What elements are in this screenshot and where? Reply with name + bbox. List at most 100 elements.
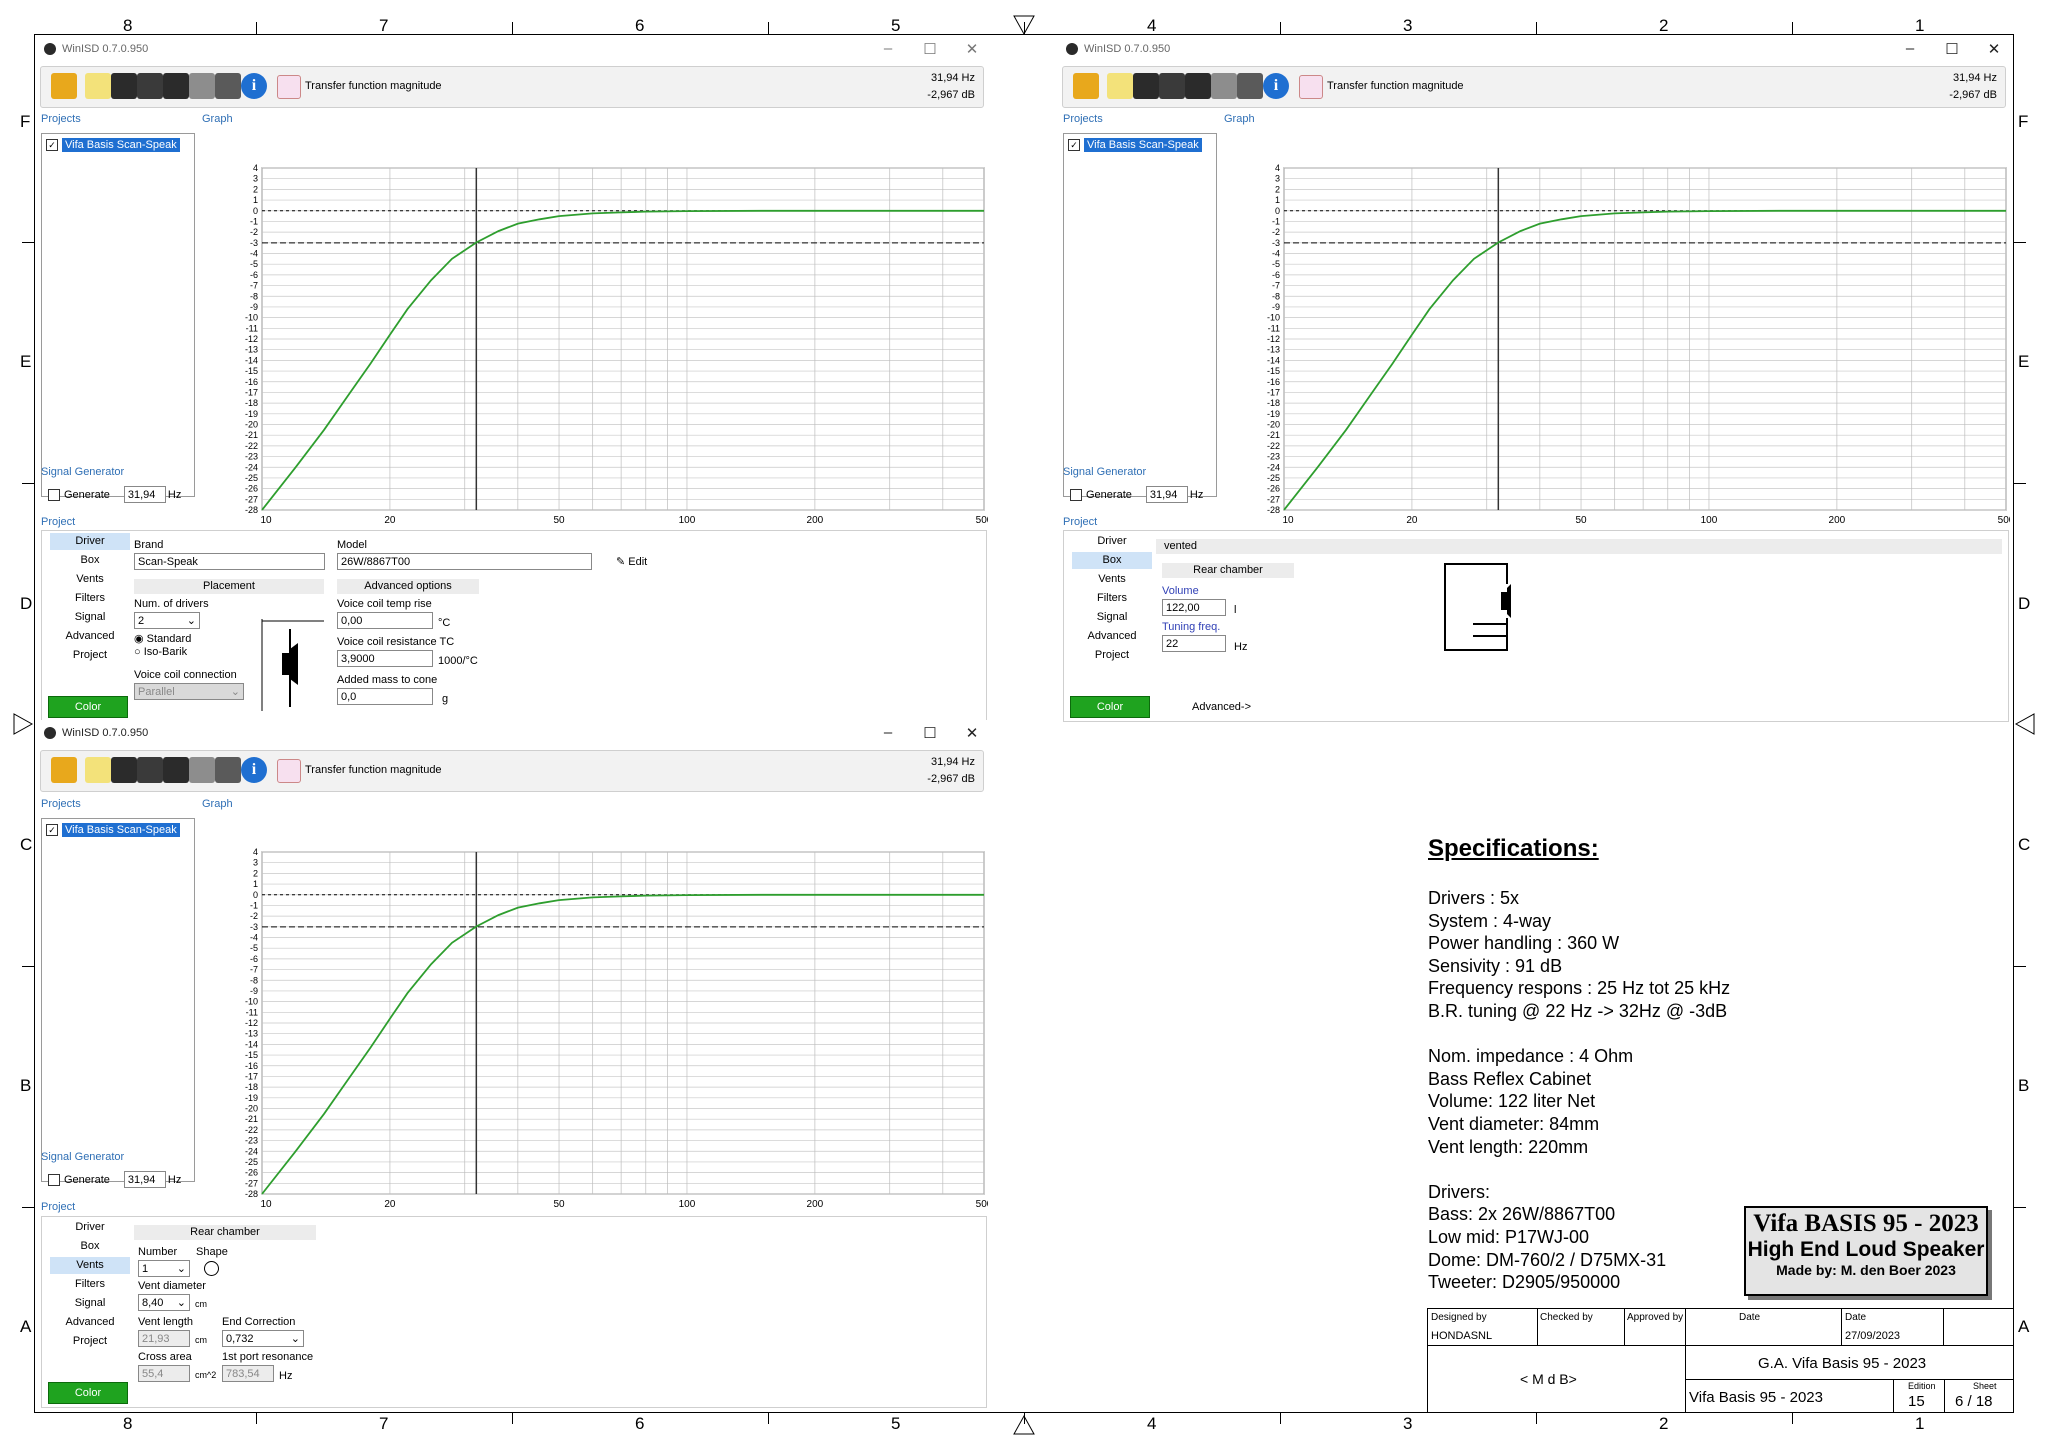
nav-vents[interactable]: Vents <box>76 573 104 585</box>
volume-input[interactable]: 122,00 <box>1162 599 1226 616</box>
nav-signal[interactable]: Signal <box>1096 611 1128 623</box>
project-checkbox[interactable]: ✓ <box>46 139 58 151</box>
save-all-icon[interactable] <box>163 757 189 783</box>
minimize-icon[interactable]: – <box>883 724 893 741</box>
generate-checkbox[interactable] <box>48 488 60 501</box>
save-icon[interactable] <box>111 73 137 99</box>
save-all-icon[interactable] <box>163 73 189 99</box>
open-folder-icon[interactable] <box>1073 73 1099 99</box>
graph-type-label[interactable]: Transfer function magnitude <box>305 764 442 776</box>
project-checkbox[interactable]: ✓ <box>46 824 58 836</box>
brand-input[interactable]: Scan-Speak <box>134 553 325 570</box>
nav-driver[interactable]: Driver <box>50 533 130 550</box>
graph-type-icon[interactable] <box>277 75 301 99</box>
y-tick-label: -17 <box>245 387 258 397</box>
close-icon[interactable]: ✕ <box>965 725 979 742</box>
number-select[interactable]: 1 ⌄ <box>138 1260 190 1277</box>
maximize-icon[interactable]: ☐ <box>1945 41 1959 58</box>
color-button[interactable]: Color <box>48 696 128 718</box>
tools-icon[interactable] <box>1237 73 1263 99</box>
close-icon[interactable]: ✕ <box>1987 41 2001 58</box>
isobarik-radio[interactable]: ○ Iso-Barik <box>134 646 187 658</box>
nav-project[interactable]: Project <box>72 1335 108 1347</box>
nav-signal[interactable]: Signal <box>74 611 106 623</box>
transfer-function-graph[interactable]: 43210-1-2-3-4-5-6-7-8-9-10-11-12-13-14-1… <box>1218 130 2010 550</box>
maximize-icon[interactable]: ☐ <box>923 41 937 58</box>
y-tick-label: -12 <box>245 1018 258 1028</box>
zone-number-bottom: 8 <box>123 1414 133 1433</box>
tools-icon[interactable] <box>215 73 241 99</box>
maximize-icon[interactable]: ☐ <box>923 725 937 742</box>
added-mass-input[interactable]: 0,0 <box>337 688 433 705</box>
nav-project[interactable]: Project <box>72 649 108 661</box>
nav-advanced[interactable]: Advanced <box>1087 630 1137 642</box>
nav-signal[interactable]: Signal <box>74 1297 106 1309</box>
save-all-icon[interactable] <box>1185 73 1211 99</box>
transfer-function-graph[interactable]: 43210-1-2-3-4-5-6-7-8-9-10-11-12-13-14-1… <box>196 814 988 1234</box>
driver-icon[interactable] <box>1211 73 1237 99</box>
minimize-icon[interactable]: – <box>883 40 893 57</box>
new-file-icon[interactable] <box>85 757 111 783</box>
nav-filters[interactable]: Filters <box>75 592 105 604</box>
driver-icon[interactable] <box>189 73 215 99</box>
nav-filters[interactable]: Filters <box>75 1278 105 1290</box>
project-item[interactable]: ✓ Vifa Basis Scan-Speak <box>1068 138 1202 152</box>
edit-button[interactable]: ✎ Edit <box>616 555 647 568</box>
project-checkbox[interactable]: ✓ <box>1068 139 1080 151</box>
open-folder-icon[interactable] <box>51 757 77 783</box>
color-button[interactable]: Color <box>48 1382 128 1404</box>
x-tick-label: 20 <box>384 1199 396 1210</box>
tuning-input[interactable]: 22 <box>1162 635 1226 652</box>
y-tick-label: -16 <box>245 377 258 387</box>
round-shape-icon[interactable] <box>204 1261 219 1276</box>
nav-driver[interactable]: Driver <box>75 1221 105 1233</box>
vc-temp-input[interactable]: 0,00 <box>337 612 433 629</box>
nav-box[interactable]: Box <box>80 1240 100 1252</box>
project-item[interactable]: ✓ Vifa Basis Scan-Speak <box>46 138 180 152</box>
advanced-link[interactable]: Advanced-> <box>1192 701 1252 713</box>
nav-filters[interactable]: Filters <box>1097 592 1127 604</box>
generate-checkbox[interactable] <box>48 1173 60 1186</box>
save-as-icon[interactable] <box>137 757 163 783</box>
generate-frequency-input[interactable]: 31,94 <box>1145 486 1188 503</box>
minimize-icon[interactable]: – <box>1905 40 1915 57</box>
vc-res-input[interactable]: 3,9000 <box>337 650 433 667</box>
color-button[interactable]: Color <box>1070 696 1150 718</box>
info-icon[interactable]: i <box>1263 73 1289 99</box>
save-as-icon[interactable] <box>1159 73 1185 99</box>
nav-vents[interactable]: Vents <box>50 1257 130 1274</box>
close-icon[interactable]: ✕ <box>965 41 979 58</box>
project-item[interactable]: ✓ Vifa Basis Scan-Speak <box>46 823 180 837</box>
graph-type-icon[interactable] <box>277 759 301 783</box>
end-correction-select[interactable]: 0,732 ⌄ <box>222 1330 304 1347</box>
nav-advanced[interactable]: Advanced <box>65 630 115 642</box>
driver-icon[interactable] <box>189 757 215 783</box>
standard-radio[interactable]: ◉ Standard <box>134 632 191 645</box>
model-input[interactable]: 26W/8867T00 <box>337 553 592 570</box>
zone-tick <box>512 22 513 34</box>
transfer-function-graph[interactable]: 43210-1-2-3-4-5-6-7-8-9-10-11-12-13-14-1… <box>196 130 988 550</box>
info-icon[interactable]: i <box>241 757 267 783</box>
nav-project[interactable]: Project <box>1094 649 1130 661</box>
save-icon[interactable] <box>1133 73 1159 99</box>
new-file-icon[interactable] <box>85 73 111 99</box>
graph-type-label[interactable]: Transfer function magnitude <box>1327 80 1464 92</box>
open-folder-icon[interactable] <box>51 73 77 99</box>
new-file-icon[interactable] <box>1107 73 1133 99</box>
nav-advanced[interactable]: Advanced <box>65 1316 115 1328</box>
nav-vents[interactable]: Vents <box>1098 573 1126 585</box>
graph-type-label[interactable]: Transfer function magnitude <box>305 80 442 92</box>
graph-type-icon[interactable] <box>1299 75 1323 99</box>
num-drivers-select[interactable]: 2 ⌄ <box>134 612 200 629</box>
nav-box[interactable]: Box <box>1072 552 1152 569</box>
nav-driver[interactable]: Driver <box>1097 535 1127 547</box>
vent-diameter-select[interactable]: 8,40 ⌄ <box>138 1294 190 1311</box>
tools-icon[interactable] <box>215 757 241 783</box>
save-as-icon[interactable] <box>137 73 163 99</box>
info-icon[interactable]: i <box>241 73 267 99</box>
generate-checkbox[interactable] <box>1070 488 1082 501</box>
save-icon[interactable] <box>111 757 137 783</box>
generate-frequency-input[interactable]: 31,94 <box>123 1171 166 1188</box>
generate-frequency-input[interactable]: 31,94 <box>123 486 166 503</box>
nav-box[interactable]: Box <box>80 554 100 566</box>
